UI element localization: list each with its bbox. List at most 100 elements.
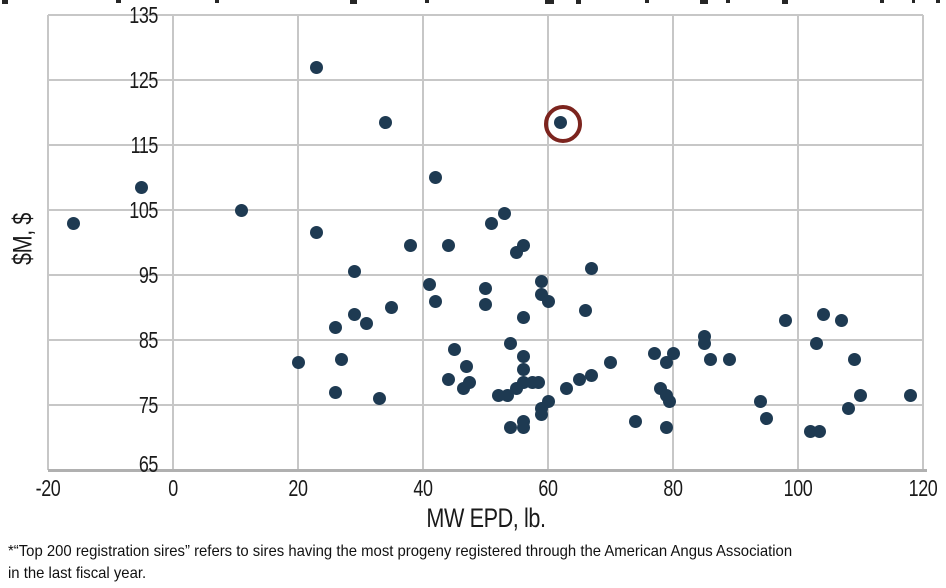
- y-tick-label: 105: [129, 197, 158, 223]
- scatter-point: [663, 395, 677, 409]
- scatter-point: [463, 375, 477, 389]
- x-tick-label: 100: [783, 475, 813, 501]
- scatter-point: [404, 239, 417, 253]
- scatter-point: [516, 421, 530, 435]
- gridline-vertical: [422, 15, 424, 470]
- y-tick-label: 65: [138, 451, 159, 477]
- scatter-point: [572, 372, 586, 386]
- scatter-point: [760, 411, 774, 425]
- scatter-point: [704, 353, 717, 366]
- gridline-horizontal: [48, 79, 923, 81]
- scatter-point: [485, 216, 499, 230]
- x-tick-label: 120: [908, 475, 938, 501]
- scatter-point: [841, 401, 855, 415]
- plot-area: [47, 14, 927, 472]
- footnote: *“Top 200 registration sires” refers to …: [8, 541, 792, 585]
- scatter-point: [335, 353, 349, 366]
- scatter-point: [479, 297, 492, 311]
- gridline-horizontal: [48, 404, 923, 406]
- scatter-point: [847, 353, 861, 366]
- scatter-point: [532, 375, 546, 389]
- gridline-horizontal: [48, 209, 923, 211]
- scatter-point: [447, 343, 461, 357]
- gridline-horizontal: [48, 14, 923, 16]
- y-tick-label: 85: [138, 327, 159, 353]
- gridline-vertical: [172, 15, 174, 470]
- cropped-title-fragments: [0, 0, 946, 6]
- scatter-point: [560, 382, 574, 396]
- scatter-point: [66, 216, 80, 230]
- scatter-point: [310, 226, 324, 240]
- x-axis-title: MW EPD, lb.: [426, 503, 546, 533]
- scatter-point: [460, 359, 474, 373]
- scatter-point: [629, 414, 642, 428]
- x-tick-label: 40: [413, 475, 433, 501]
- scatter-point: [541, 294, 555, 308]
- gridline-horizontal: [48, 274, 923, 276]
- scatter-point: [235, 203, 249, 217]
- gridline-vertical: [922, 15, 924, 470]
- scatter-point: [854, 388, 867, 402]
- scatter-point: [497, 206, 511, 220]
- scatter-point: [516, 239, 530, 253]
- scatter-point: [516, 349, 530, 363]
- scatter-point: [585, 369, 599, 383]
- scatter-point: [504, 336, 517, 350]
- scatter-point: [310, 60, 324, 74]
- scatter-point: [647, 346, 661, 360]
- footnote-line-2: in the last fiscal year.: [8, 565, 147, 582]
- scatter-point: [422, 278, 436, 292]
- x-axis-line: [48, 469, 927, 472]
- scatter-point: [479, 281, 492, 295]
- y-tick-label: 75: [138, 392, 159, 418]
- scatter-point: [813, 424, 827, 438]
- highlight-circle: [543, 105, 582, 144]
- scatter-point: [347, 265, 361, 279]
- scatter-point: [585, 262, 599, 275]
- scatter-point: [329, 385, 342, 399]
- scatter-point: [697, 336, 711, 350]
- scatter-point: [504, 421, 517, 435]
- x-tick-label: 0: [168, 475, 178, 501]
- scatter-point: [500, 388, 514, 402]
- scatter-point: [779, 314, 792, 327]
- gridline-horizontal: [48, 339, 923, 341]
- scatter-point: [579, 304, 592, 318]
- scatter-point: [722, 353, 736, 366]
- footnote-line-1: *“Top 200 registration sires” refers to …: [8, 543, 793, 560]
- y-tick-label: 95: [138, 262, 159, 288]
- y-tick-label: 115: [130, 132, 159, 158]
- gridline-horizontal: [48, 144, 923, 146]
- scatter-point: [441, 372, 455, 386]
- scatter-point: [429, 294, 442, 308]
- scatter-point: [291, 356, 305, 370]
- gridline-vertical: [672, 15, 674, 470]
- gridline-vertical: [797, 15, 799, 470]
- gridline-vertical: [47, 15, 49, 470]
- scatter-point: [835, 314, 849, 327]
- scatter-point: [360, 317, 374, 331]
- scatter-point: [754, 395, 767, 409]
- scatter-point: [441, 239, 455, 253]
- scatter-point: [810, 336, 824, 350]
- scatter-point: [329, 320, 342, 334]
- y-tick-label: 125: [129, 67, 158, 93]
- scatter-point: [135, 180, 149, 194]
- x-tick-label: 20: [288, 475, 308, 501]
- scatter-point: [516, 362, 530, 376]
- scatter-point: [904, 388, 917, 402]
- scatter-point: [379, 115, 392, 129]
- scatter-point: [535, 408, 549, 422]
- gridline-vertical: [547, 15, 549, 470]
- x-tick-label: 80: [663, 475, 683, 501]
- y-axis-title: $M, $: [7, 212, 38, 266]
- scatter-point: [516, 310, 530, 324]
- scatter-point: [535, 275, 549, 288]
- scatter-point: [385, 301, 399, 314]
- y-tick-label: 135: [129, 2, 158, 28]
- scatter-point: [604, 356, 617, 370]
- scatter-point: [347, 307, 361, 321]
- x-tick-label: 60: [538, 475, 558, 501]
- gridline-vertical: [297, 15, 299, 470]
